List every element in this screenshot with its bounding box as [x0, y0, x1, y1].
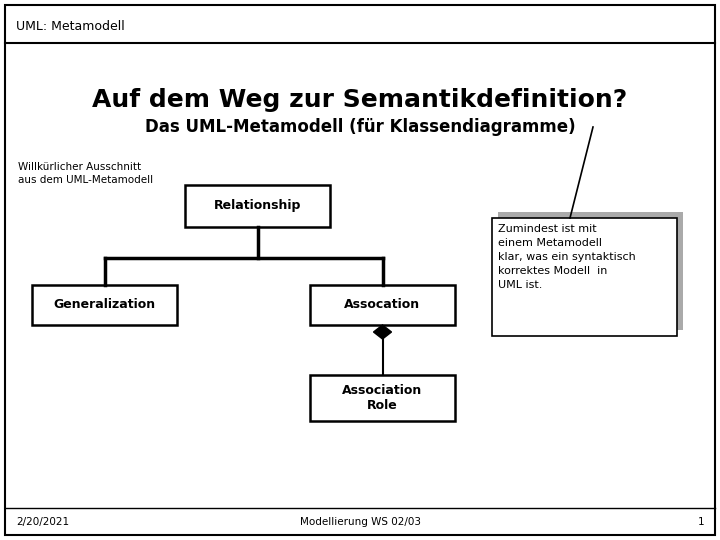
Polygon shape — [374, 325, 392, 339]
Bar — [185, 185, 330, 227]
Text: Generalization: Generalization — [53, 299, 156, 312]
Text: Assocation: Assocation — [344, 299, 420, 312]
Text: Das UML-Metamodell (für Klassendiagramme): Das UML-Metamodell (für Klassendiagramme… — [145, 118, 575, 136]
Bar — [492, 218, 677, 336]
Bar — [310, 285, 455, 325]
Text: UML: Metamodell: UML: Metamodell — [16, 19, 125, 32]
Bar — [32, 285, 177, 325]
Bar — [310, 375, 455, 421]
Text: Auf dem Weg zur Semantikdefinition?: Auf dem Weg zur Semantikdefinition? — [92, 88, 628, 112]
Text: Modellierung WS 02/03: Modellierung WS 02/03 — [300, 517, 420, 527]
Bar — [498, 212, 683, 330]
Text: 1: 1 — [698, 517, 704, 527]
Text: Relationship: Relationship — [214, 199, 301, 213]
Text: Zumindest ist mit
einem Metamodell
klar, was ein syntaktisch
korrektes Modell  i: Zumindest ist mit einem Metamodell klar,… — [498, 224, 636, 290]
Text: 2/20/2021: 2/20/2021 — [16, 517, 69, 527]
Text: Association
Role: Association Role — [343, 384, 423, 412]
Text: Willkürlicher Ausschnitt
aus dem UML-Metamodell: Willkürlicher Ausschnitt aus dem UML-Met… — [18, 162, 153, 185]
